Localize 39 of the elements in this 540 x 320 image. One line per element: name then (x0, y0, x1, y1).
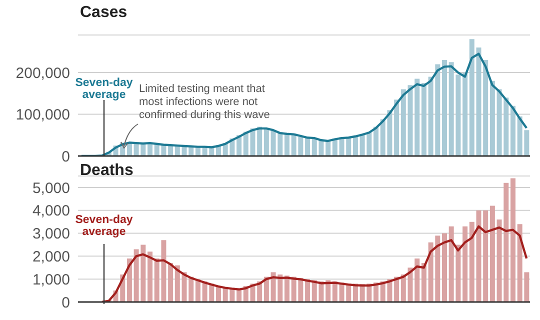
y-tick-label: 5,000 (32, 180, 70, 197)
bar (400, 89, 406, 156)
bar (483, 210, 488, 302)
annotation: Seven-day average (75, 77, 133, 101)
bar (168, 263, 174, 302)
y-tick-label: 3,000 (32, 226, 70, 243)
bar (284, 134, 290, 156)
annotation: Seven-day average (75, 214, 133, 238)
bar (483, 60, 488, 156)
y-tick-label: 200,000 (16, 64, 70, 82)
bar (490, 80, 495, 156)
y-tick-label: 100,000 (16, 106, 70, 124)
annotation: Limited testing meant that most infections were not confirmed during this wave (139, 83, 271, 122)
bar (421, 263, 426, 302)
bar (510, 106, 516, 156)
bar (257, 126, 262, 156)
bar (510, 178, 516, 302)
bar (326, 141, 331, 156)
bar (462, 72, 468, 156)
bar (174, 265, 180, 302)
bar (442, 233, 447, 302)
chart-title: Cases (80, 4, 128, 22)
bar (126, 143, 132, 156)
bar (264, 129, 269, 156)
bar (442, 60, 447, 156)
y-tick-label: 2,000 (32, 248, 70, 266)
chart-title: Deaths (80, 162, 134, 180)
bar (374, 126, 379, 156)
y-tick-label: 1,000 (32, 271, 70, 288)
bar (421, 82, 426, 156)
bar (394, 100, 400, 156)
bar (326, 280, 331, 302)
bar (148, 252, 153, 302)
bar (490, 206, 495, 302)
y-tick-label: 0 (62, 294, 70, 312)
y-tick-label: 4,000 (32, 202, 70, 220)
y-tick-label: 0 (62, 148, 70, 166)
bar (462, 226, 468, 302)
bar (284, 276, 290, 302)
